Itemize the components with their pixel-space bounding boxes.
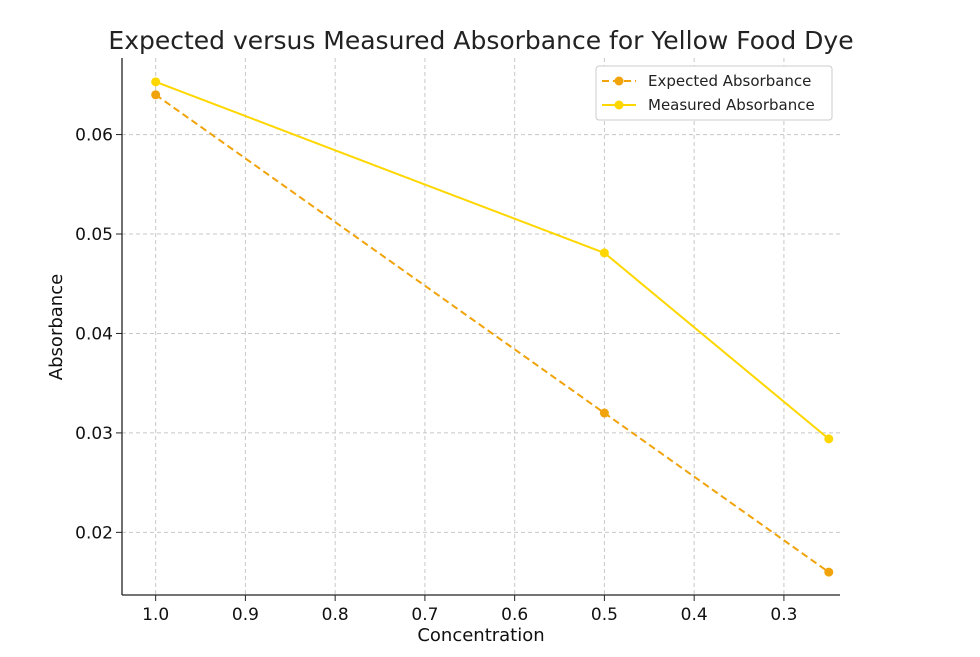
measured-absorbance-point [824, 434, 834, 444]
measured-absorbance-line [155, 80, 830, 440]
measured-absorbance-point [151, 77, 161, 87]
axes [116, 58, 840, 601]
x-tick-label: 0.7 [411, 605, 438, 625]
y-axis-label: Absorbance [46, 274, 67, 380]
y-tick-label: 0.03 [75, 424, 113, 444]
y-tick-label: 0.02 [75, 523, 113, 543]
series-expected-absorbance [151, 90, 834, 577]
x-axis-label: Concentration [417, 625, 544, 646]
series-group [151, 77, 834, 577]
measured-absorbance-point [599, 248, 609, 258]
y-tick-label: 0.05 [75, 225, 113, 245]
x-tick-label: 0.3 [770, 605, 797, 625]
expected-absorbance-point [599, 408, 609, 418]
legend-marker-measured-absorbance [614, 100, 624, 110]
legend-label-expected-absorbance: Expected Absorbance [648, 72, 811, 90]
x-tick-label: 0.9 [232, 605, 259, 625]
chart-title: Expected versus Measured Absorbance for … [108, 26, 853, 55]
expected-absorbance-point [151, 90, 161, 100]
expected-absorbance-point [824, 567, 834, 577]
x-tick-label: 0.6 [501, 605, 528, 625]
x-tick-label: 0.4 [681, 605, 708, 625]
legend-label-measured-absorbance: Measured Absorbance [648, 96, 815, 114]
y-tick-label: 0.04 [75, 324, 113, 344]
y-tick-label: 0.06 [75, 126, 113, 146]
x-tick-label: 1.0 [142, 605, 169, 625]
legend-frame [595, 65, 833, 121]
legend: Expected Absorbance Measured Absorbance [595, 65, 833, 121]
x-tick-label: 0.8 [322, 605, 349, 625]
x-tick-label: 0.5 [591, 605, 618, 625]
series-measured-absorbance [151, 77, 834, 444]
tick-labels: 1.0 0.9 0.8 0.7 0.6 0.5 0.4 0.3 0.02 0.03 0.04 0.05… [75, 126, 797, 625]
legend-marker-expected-absorbance [614, 76, 624, 86]
